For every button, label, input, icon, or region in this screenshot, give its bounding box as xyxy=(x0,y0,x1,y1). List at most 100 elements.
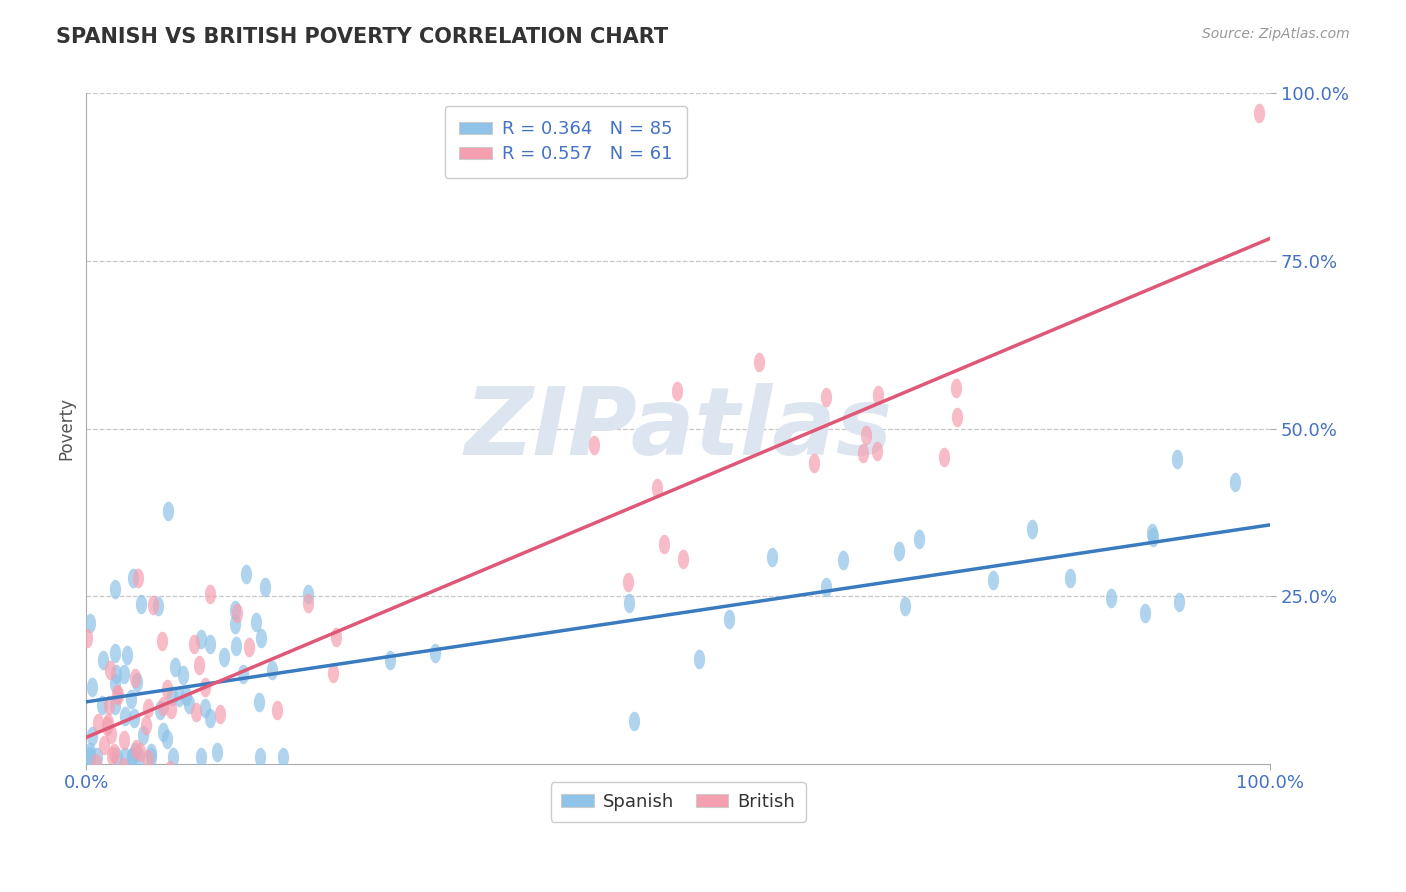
Point xyxy=(619,596,641,610)
Point xyxy=(1223,475,1246,490)
Point xyxy=(105,750,128,764)
Point xyxy=(124,745,146,759)
Point xyxy=(232,666,254,681)
Point xyxy=(1133,606,1156,620)
Point xyxy=(205,745,228,759)
Point xyxy=(139,750,162,764)
Point xyxy=(932,450,955,465)
Point xyxy=(297,596,319,610)
Point xyxy=(184,705,207,719)
Point xyxy=(887,544,910,558)
Point xyxy=(156,504,179,518)
Point xyxy=(866,443,889,458)
Point xyxy=(297,587,319,601)
Point xyxy=(97,798,120,813)
Point xyxy=(172,668,194,682)
Point xyxy=(112,666,135,681)
Point xyxy=(79,615,101,630)
Point xyxy=(136,701,159,715)
Point xyxy=(945,381,967,395)
Point xyxy=(814,580,837,594)
Point xyxy=(146,599,169,613)
Point xyxy=(654,536,676,550)
Point xyxy=(235,566,257,581)
Point xyxy=(225,607,247,621)
Point xyxy=(1142,530,1164,544)
Point xyxy=(1059,571,1081,585)
Point xyxy=(245,615,267,629)
Point xyxy=(1140,526,1163,541)
Point xyxy=(82,729,104,743)
Point xyxy=(117,648,139,662)
Point xyxy=(981,573,1004,587)
Point xyxy=(271,750,294,764)
Point xyxy=(583,438,606,452)
Point xyxy=(249,750,271,764)
Point xyxy=(163,660,186,674)
Point xyxy=(224,617,246,632)
Point xyxy=(167,690,190,705)
Point xyxy=(249,631,271,645)
Point xyxy=(155,682,177,697)
Point xyxy=(177,698,200,712)
Point xyxy=(1166,452,1188,467)
Point xyxy=(946,410,969,425)
Point xyxy=(110,780,132,795)
Point xyxy=(761,549,783,564)
Point xyxy=(188,658,211,673)
Point xyxy=(136,752,159,766)
Point xyxy=(100,726,122,740)
Point xyxy=(104,675,127,690)
Point xyxy=(104,646,127,660)
Point xyxy=(121,571,143,585)
Point xyxy=(135,718,157,732)
Point xyxy=(100,748,122,763)
Point xyxy=(131,597,153,611)
Point xyxy=(190,632,212,646)
Point xyxy=(103,746,125,760)
Point xyxy=(105,687,128,701)
Point xyxy=(617,574,640,589)
Point xyxy=(143,776,166,790)
Point xyxy=(97,716,120,731)
Point xyxy=(183,637,205,651)
Point xyxy=(104,582,127,597)
Point xyxy=(672,551,695,566)
Point xyxy=(127,779,149,793)
Point xyxy=(1168,594,1191,608)
Point xyxy=(128,750,150,764)
Point xyxy=(76,631,98,645)
Point xyxy=(152,633,174,648)
Point xyxy=(104,698,127,712)
Point xyxy=(174,689,197,703)
Point xyxy=(832,552,855,566)
Point xyxy=(97,698,120,713)
Point xyxy=(96,719,118,733)
Point xyxy=(378,652,401,666)
Point xyxy=(688,652,710,666)
Point xyxy=(200,587,222,601)
Point xyxy=(198,711,221,725)
Point xyxy=(803,457,825,471)
Point xyxy=(79,749,101,764)
Point xyxy=(1247,106,1270,120)
Point xyxy=(322,666,344,681)
Text: Source: ZipAtlas.com: Source: ZipAtlas.com xyxy=(1202,27,1350,41)
Point xyxy=(152,699,174,714)
Point xyxy=(142,598,165,612)
Point xyxy=(748,354,770,368)
Point xyxy=(423,646,446,660)
Point xyxy=(121,750,143,764)
Point xyxy=(156,731,179,746)
Point xyxy=(77,750,100,764)
Point xyxy=(79,745,101,759)
Point xyxy=(127,675,149,690)
Point xyxy=(1021,522,1043,536)
Point xyxy=(190,750,212,764)
Point xyxy=(87,715,110,730)
Point xyxy=(105,667,128,681)
Point xyxy=(645,482,668,496)
Point xyxy=(132,728,155,742)
Point xyxy=(112,759,135,773)
Point xyxy=(124,671,146,685)
